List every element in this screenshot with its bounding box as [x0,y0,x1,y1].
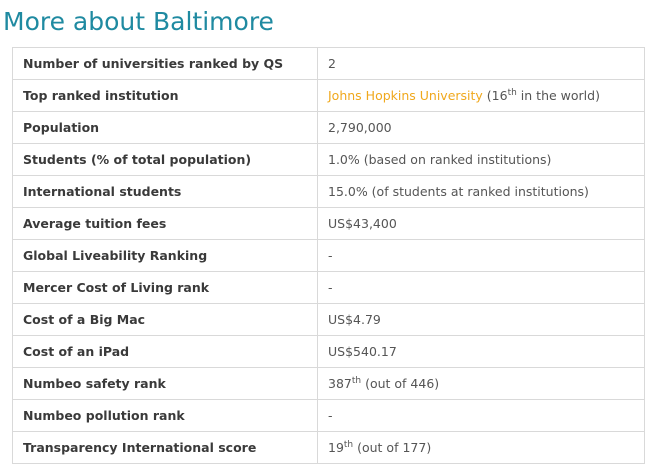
table-row: Numbeo pollution rank - [12,399,645,432]
row-label: Top ranked institution [12,79,318,112]
row-label: Numbeo pollution rank [12,399,318,432]
rank-prefix: (16 [482,88,508,103]
city-facts-table: Number of universities ranked by QS 2 To… [12,47,645,464]
table-row: Population 2,790,000 [12,111,645,144]
row-label: International students [12,175,318,208]
table-row: Number of universities ranked by QS 2 [12,47,645,80]
table-row: Students (% of total population) 1.0% (b… [12,143,645,176]
rank-suffix: (out of 177) [353,440,432,455]
rank-suffix: in the world) [516,88,600,103]
row-label: Numbeo safety rank [12,367,318,400]
table-row: Numbeo safety rank 387th (out of 446) [12,367,645,400]
row-value: - [317,399,645,432]
row-label: Global Liveability Ranking [12,239,318,272]
rank-suffix-sup: th [507,87,517,98]
row-label: Students (% of total population) [12,143,318,176]
rank-number: 19 [328,440,344,455]
row-label: Population [12,111,318,144]
row-value: 15.0% (of students at ranked institution… [317,175,645,208]
table-row: Cost of an iPad US$540.17 [12,335,645,368]
row-value: US$4.79 [317,303,645,336]
row-value: 1.0% (based on ranked institutions) [317,143,645,176]
rank-suffix-sup: th [351,375,362,386]
row-label: Cost of a Big Mac [12,303,318,336]
row-value: - [317,239,645,272]
institution-link[interactable]: Johns Hopkins University [328,88,483,103]
row-value: 2,790,000 [317,111,645,144]
row-value: US$43,400 [317,207,645,240]
rank-suffix: (out of 446) [361,376,440,391]
row-label: Average tuition fees [12,207,318,240]
rank-suffix-sup: th [343,439,354,450]
table-row: Cost of a Big Mac US$4.79 [12,303,645,336]
row-value: Johns Hopkins University (16th in the wo… [317,79,645,112]
table-row: Average tuition fees US$43,400 [12,207,645,240]
row-value: - [317,271,645,304]
row-label: Cost of an iPad [12,335,318,368]
row-label: Transparency International score [12,431,318,464]
rank-number: 387 [328,376,352,391]
table-row: Top ranked institution Johns Hopkins Uni… [12,79,645,112]
table-row: Mercer Cost of Living rank - [12,271,645,304]
row-label: Mercer Cost of Living rank [12,271,318,304]
table-row: International students 15.0% (of student… [12,175,645,208]
row-value: 387th (out of 446) [317,367,645,400]
row-label: Number of universities ranked by QS [12,47,318,80]
page-title: More about Baltimore [3,7,274,36]
table-row: Transparency International score 19th (o… [12,431,645,464]
row-value: 19th (out of 177) [317,431,645,464]
row-value: US$540.17 [317,335,645,368]
table-row: Global Liveability Ranking - [12,239,645,272]
row-value: 2 [317,47,645,80]
